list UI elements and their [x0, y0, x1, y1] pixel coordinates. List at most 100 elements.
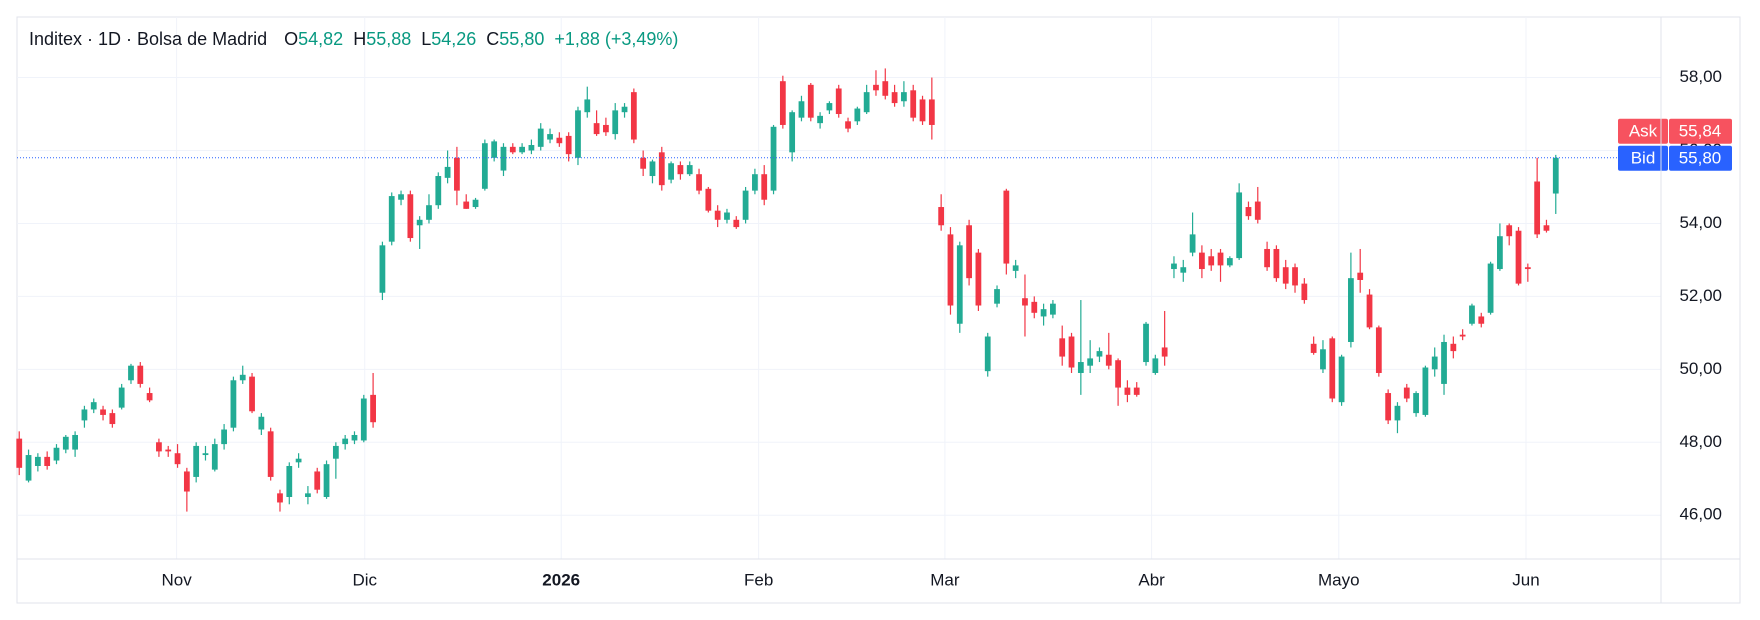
candle-body — [1171, 263, 1177, 270]
candle-body — [668, 163, 674, 180]
candle-body — [454, 157, 460, 191]
candle-body — [398, 194, 404, 200]
price-tag-value-box — [1669, 145, 1732, 171]
candle-body — [1394, 405, 1401, 421]
candle-body — [221, 429, 227, 445]
candle-body — [1143, 323, 1149, 363]
candle-body — [211, 444, 218, 470]
x-tick-label: Dic — [352, 570, 377, 589]
candle-body — [481, 143, 488, 189]
candle-body — [109, 413, 116, 425]
candle-body — [295, 458, 302, 463]
candle-body — [1161, 347, 1168, 357]
candle-body — [1012, 265, 1019, 271]
candle-body — [1478, 316, 1485, 324]
chart-title: Inditex · 1D · Bolsa de Madrid — [29, 29, 267, 49]
header-value: 54,26 — [431, 29, 476, 49]
candle-body — [1375, 327, 1382, 373]
candle-body — [500, 146, 507, 171]
candle-body — [752, 174, 758, 191]
candle-body — [789, 112, 796, 153]
candle-body — [994, 289, 1000, 304]
price-tag-name-box — [1618, 118, 1668, 144]
candle-body — [72, 434, 78, 450]
candle-body — [323, 464, 330, 497]
header-value: 54,82 — [298, 29, 343, 49]
candle-body — [724, 212, 730, 220]
candle-body — [1469, 305, 1475, 324]
chart-frame — [16, 16, 1741, 604]
candle-body — [388, 196, 395, 242]
candle-body — [230, 380, 237, 428]
candle-body — [267, 431, 274, 477]
y-tick-label: 46,00 — [1679, 505, 1722, 524]
candle-body — [1385, 393, 1392, 421]
candle-body — [854, 108, 861, 122]
candle-body — [575, 110, 581, 158]
candle-body — [1357, 272, 1364, 280]
overlay: 46,0048,0050,0052,0054,0056,0058,00NovDi… — [17, 67, 1732, 589]
candle-body — [118, 387, 125, 408]
candle-body — [16, 438, 23, 468]
candle-body — [658, 152, 665, 186]
price-tag-name: Bid — [1631, 148, 1656, 167]
candle-body — [1403, 387, 1410, 399]
candle-body — [1348, 278, 1354, 342]
candle-body — [1208, 256, 1215, 266]
candle-body — [1292, 267, 1298, 286]
candle-body — [1217, 252, 1224, 266]
candle-body — [984, 336, 991, 372]
candle-body — [565, 135, 572, 155]
candle-body — [1105, 354, 1112, 366]
candle-body — [1050, 303, 1056, 315]
candle-body — [686, 165, 693, 175]
y-tick-label: 52,00 — [1679, 286, 1722, 305]
candle-body — [603, 124, 609, 133]
candle-body — [1431, 356, 1438, 370]
candle-body — [1059, 338, 1066, 357]
candle-body — [891, 92, 898, 104]
price-tag-name: Ask — [1629, 121, 1658, 140]
candle-body — [928, 99, 935, 125]
candle-body — [1226, 258, 1233, 266]
candle-body — [882, 81, 889, 96]
candle-body — [165, 449, 172, 452]
x-tick-label: Nov — [161, 570, 192, 589]
candle-body — [305, 493, 311, 497]
candle-body — [584, 99, 591, 113]
price-tag-name-box — [1618, 145, 1668, 171]
y-tick-label: 54,00 — [1679, 213, 1722, 232]
y-tick-label: 58,00 — [1679, 67, 1722, 86]
candle-body — [1245, 207, 1252, 217]
candle-body — [742, 190, 749, 220]
candle-body — [146, 393, 153, 401]
candle-body — [1506, 225, 1513, 237]
x-tick-label: Abr — [1138, 570, 1165, 589]
candle-body — [1189, 234, 1196, 253]
candle-body — [519, 146, 525, 153]
candle-body — [966, 225, 972, 279]
candle-body — [1087, 358, 1094, 366]
candle-body — [1180, 267, 1187, 273]
candle-body — [1031, 301, 1038, 313]
candle-body — [1310, 343, 1317, 353]
candle-body — [1329, 338, 1336, 399]
candle-body — [528, 145, 535, 151]
candle-body — [1273, 248, 1280, 279]
candle-body — [1515, 230, 1522, 284]
candle-body — [1320, 349, 1326, 370]
candle-body — [183, 471, 190, 492]
x-tick-label: Mayo — [1318, 570, 1360, 589]
candle-body — [379, 245, 386, 293]
candle-body — [873, 84, 879, 91]
y-tick-label: 48,00 — [1679, 432, 1722, 451]
header-change: +1,88 (+3,49%) — [554, 29, 678, 49]
candle-body — [770, 126, 777, 191]
candle-body — [351, 434, 358, 441]
candle-body — [1254, 201, 1261, 220]
candle-body — [1022, 298, 1028, 306]
candle-body — [360, 398, 367, 441]
candle-body — [621, 106, 628, 113]
candle-body — [156, 442, 162, 452]
candle-body — [947, 234, 954, 306]
